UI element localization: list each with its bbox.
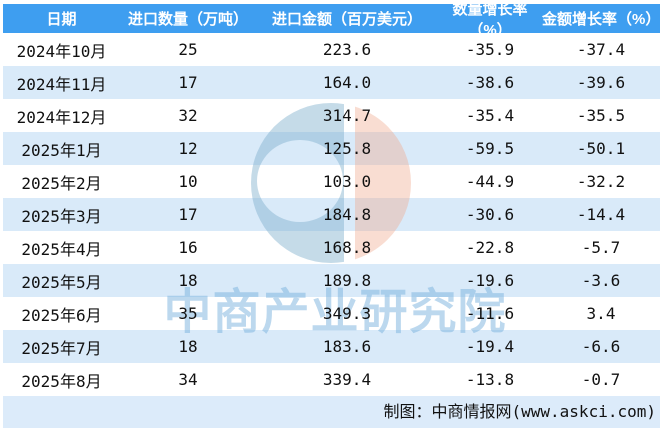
cell-amount-growth: -39.6 — [576, 73, 626, 92]
cell-quantity-growth: -11.6 — [465, 304, 515, 323]
table-header-row: 日期 进口数量（万吨） 进口金额（百万美元） 数量增长率（%） 金额增长率（%） — [3, 1, 661, 39]
cell-quantity-growth: -35.4 — [465, 106, 515, 125]
cell-date: 2025年6月 — [21, 305, 102, 325]
cell-date: 2025年3月 — [21, 206, 102, 226]
table-row: 2024年11月 17 164.0 -38.6 -39.6 — [3, 66, 660, 99]
cell-quantity-growth: -35.9 — [465, 40, 515, 59]
cell-quantity-growth: -30.6 — [465, 205, 515, 224]
cell-quantity-growth: -22.8 — [465, 238, 515, 257]
header-quantity-growth: 数量增长率（%） — [452, 0, 528, 39]
cell-amount-growth: 3.4 — [586, 304, 616, 323]
cell-import-amount: 184.8 — [322, 205, 372, 224]
cell-amount-growth: -6.6 — [581, 337, 621, 356]
table-row: 2025年4月 16 168.8 -22.8 -5.7 — [3, 231, 660, 264]
data-table: 日期 进口数量（万吨） 进口金额（百万美元） 数量增长率（%） 金额增长率（%）… — [3, 1, 661, 428]
cell-amount-growth: -3.6 — [581, 271, 621, 290]
cell-amount-growth: -37.4 — [576, 40, 626, 59]
cell-import-quantity: 12 — [178, 139, 198, 158]
cell-date: 2024年12月 — [16, 107, 107, 127]
cell-import-quantity: 18 — [178, 271, 198, 290]
table-row: 2024年10月 25 223.6 -35.9 -37.4 — [3, 33, 660, 66]
cell-import-amount: 223.6 — [322, 40, 372, 59]
header-date: 日期 — [46, 11, 77, 28]
table-row: 2025年1月 12 125.8 -59.5 -50.1 — [3, 132, 660, 165]
cell-date: 2025年2月 — [21, 173, 102, 193]
cell-amount-growth: -5.7 — [581, 238, 621, 257]
cell-import-amount: 349.3 — [322, 304, 372, 323]
table-row: 2025年7月 18 183.6 -19.4 -6.6 — [3, 330, 660, 363]
header-import-quantity: 进口数量（万吨） — [127, 11, 248, 28]
cell-quantity-growth: -13.8 — [465, 370, 515, 389]
cell-date: 2024年11月 — [16, 74, 107, 94]
header-amount-growth: 金额增长率（%） — [542, 11, 661, 28]
cell-import-amount: 339.4 — [322, 370, 372, 389]
cell-import-amount: 168.8 — [322, 238, 372, 257]
table-row: 2025年6月 35 349.3 -11.6 3.4 — [3, 297, 660, 330]
cell-amount-growth: -50.1 — [576, 139, 626, 158]
table-row: 2025年8月 34 339.4 -13.8 -0.7 — [3, 363, 660, 396]
table-row: 2024年12月 32 314.7 -35.4 -35.5 — [3, 99, 660, 132]
cell-import-quantity: 10 — [178, 172, 198, 191]
cell-quantity-growth: -19.6 — [465, 271, 515, 290]
cell-import-amount: 183.6 — [322, 337, 372, 356]
cell-date: 2025年7月 — [21, 338, 102, 358]
cell-import-quantity: 32 — [178, 106, 198, 125]
cell-import-amount: 164.0 — [322, 73, 372, 92]
cell-import-quantity: 17 — [178, 205, 198, 224]
cell-quantity-growth: -44.9 — [465, 172, 515, 191]
cell-import-quantity: 35 — [178, 304, 198, 323]
table-body: 2024年10月 25 223.6 -35.9 -37.4 2024年11月 1… — [3, 33, 660, 396]
cell-import-amount: 189.8 — [322, 271, 372, 290]
cell-import-quantity: 16 — [178, 238, 198, 257]
table-row: 2025年2月 10 103.0 -44.9 -32.2 — [3, 165, 660, 198]
credit-text: 制图：中商情报网(www.askci.com) — [383, 402, 657, 421]
cell-import-amount: 314.7 — [322, 106, 372, 125]
cell-date: 2025年4月 — [21, 239, 102, 259]
footer-credit-bar: 制图：中商情报网(www.askci.com) — [3, 396, 660, 428]
cell-import-quantity: 17 — [178, 73, 198, 92]
cell-quantity-growth: -38.6 — [465, 73, 515, 92]
table-row: 2025年3月 17 184.8 -30.6 -14.4 — [3, 198, 660, 231]
cell-amount-growth: -35.5 — [576, 106, 626, 125]
cell-import-quantity: 34 — [178, 370, 198, 389]
cell-import-amount: 103.0 — [322, 172, 372, 191]
cell-quantity-growth: -19.4 — [465, 337, 515, 356]
cell-date: 2025年8月 — [21, 371, 102, 391]
cell-date: 2025年1月 — [21, 140, 102, 160]
cell-amount-growth: -32.2 — [576, 172, 626, 191]
cell-amount-growth: -0.7 — [581, 370, 621, 389]
header-import-amount: 进口金额（百万美元） — [271, 11, 422, 28]
cell-date: 2025年5月 — [21, 272, 102, 292]
cell-import-amount: 125.8 — [322, 139, 372, 158]
table-row: 2025年5月 18 189.8 -19.6 -3.6 — [3, 264, 660, 297]
cell-import-quantity: 25 — [178, 40, 198, 59]
cell-import-quantity: 18 — [178, 337, 198, 356]
cell-amount-growth: -14.4 — [576, 205, 626, 224]
cell-quantity-growth: -59.5 — [465, 139, 515, 158]
cell-date: 2024年10月 — [16, 41, 107, 61]
